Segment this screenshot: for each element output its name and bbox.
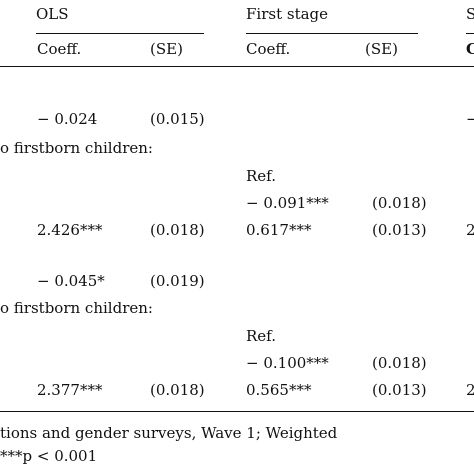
cut-rule — [466, 33, 474, 34]
header-fs-coeff: Coeff. — [246, 40, 291, 58]
p1-row2-fs-coef: − 0.091*** — [246, 194, 329, 212]
p2-row2-fs-se: (0.018) — [372, 354, 427, 372]
p1-row2-fs-se: (0.018) — [372, 194, 427, 212]
header-ols-coeff: Coeff. — [37, 40, 82, 58]
p1-ref: Ref. — [246, 167, 276, 185]
p1-row1-ols-se: (0.015) — [150, 110, 205, 128]
footer-source-note: tions and gender surveys, Wave 1; Weight… — [0, 424, 338, 442]
p1-section-label: o firstborn children: — [0, 139, 153, 157]
p1-row1-ols-coef: − 0.024 — [37, 110, 98, 128]
p1-row3-cut: 2 — [466, 221, 474, 239]
p2-row3-fs-se: (0.013) — [372, 381, 427, 399]
p1-row3-ols-se: (0.018) — [150, 221, 205, 239]
footer-significance-note: ***p < 0.001 — [0, 447, 98, 465]
p2-ref: Ref. — [246, 327, 276, 345]
p2-row3-fs-coef: 0.565*** — [246, 381, 312, 399]
p2-section-label: o firstborn children: — [0, 299, 153, 317]
header-cut-coeff: C — [466, 40, 474, 58]
p2-row3-cut: 2 — [466, 381, 474, 399]
p1-row3-ols-coef: 2.426*** — [37, 221, 103, 239]
table-bottom-rule — [0, 411, 474, 412]
ols-rule — [36, 33, 204, 34]
p1-row3-fs-se: (0.013) — [372, 221, 427, 239]
p1-row3-fs-coef: 0.617*** — [246, 221, 312, 239]
header-bottom-rule — [0, 66, 474, 67]
p2-row3-ols-se: (0.018) — [150, 381, 205, 399]
p2-row2-fs-coef: − 0.100*** — [246, 354, 329, 372]
p1-row1-cut: − — [466, 110, 474, 128]
header-cut-s: S — [466, 5, 474, 23]
p2-row1-ols-coef: − 0.045* — [37, 272, 105, 290]
header-ols: OLS — [36, 5, 69, 23]
header-fs-se: (SE) — [365, 40, 398, 58]
p2-row3-ols-coef: 2.377*** — [37, 381, 103, 399]
header-first-stage: First stage — [246, 5, 329, 23]
first-stage-rule — [246, 33, 418, 34]
p2-row1-ols-se: (0.019) — [150, 272, 205, 290]
header-ols-se: (SE) — [150, 40, 183, 58]
